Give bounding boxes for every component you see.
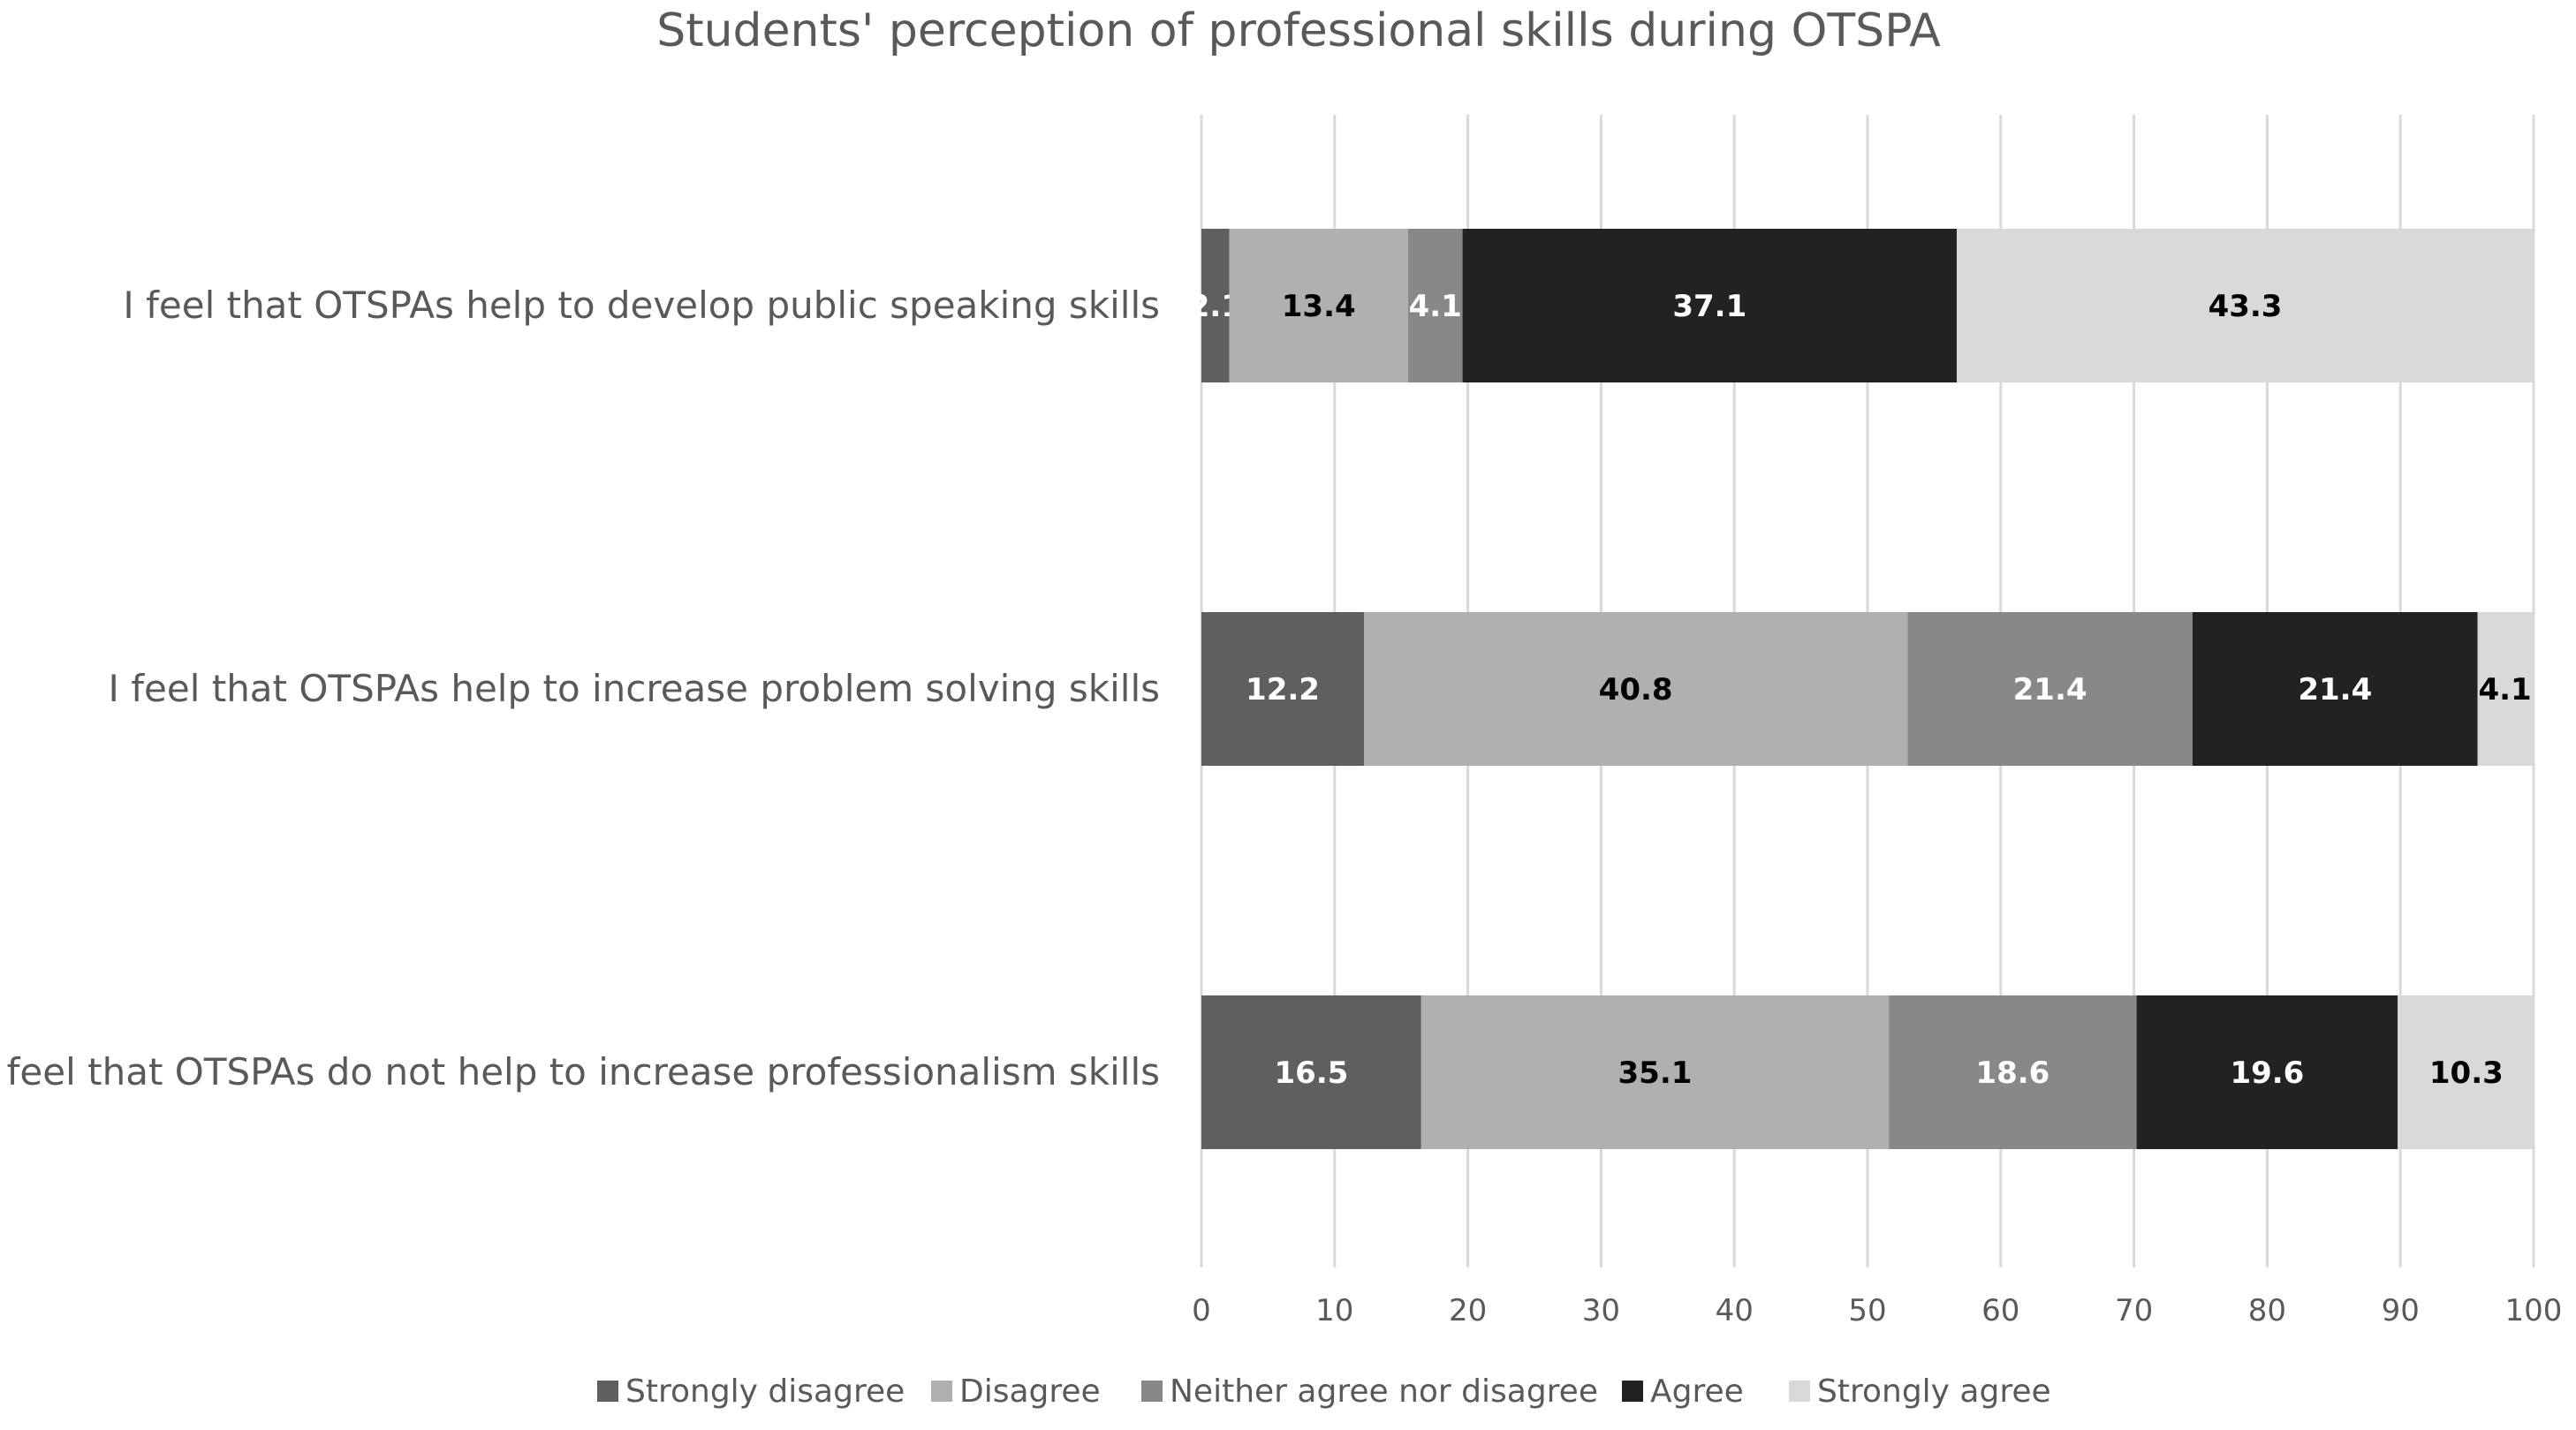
data-label: 21.4 — [2298, 672, 2372, 707]
category-label: I feel that OTSPAs do not help to increa… — [0, 1050, 1160, 1093]
bar-segment — [1229, 229, 1408, 382]
data-label: 40.8 — [1599, 672, 1673, 707]
legend-swatch — [1622, 1381, 1643, 1402]
data-label: 13.4 — [1282, 289, 1356, 324]
data-label: 37.1 — [1672, 289, 1746, 324]
x-tick-label: 50 — [1848, 1293, 1886, 1328]
data-label: 4.1 — [1409, 289, 1462, 324]
data-label: 16.5 — [1274, 1055, 1348, 1091]
category-labels: I feel that OTSPAs help to develop publi… — [0, 284, 1160, 1093]
bar-segment — [1201, 995, 1421, 1149]
bar-segment — [1889, 995, 2137, 1149]
x-axis-ticks: 0 10 20 30 40 50 60 70 80 90 100 — [1192, 1293, 2562, 1328]
legend: Strongly disagree Disagree Neither agree n… — [597, 1373, 2051, 1410]
x-tick-label: 20 — [1449, 1293, 1487, 1328]
legend-label: Disagree — [959, 1373, 1101, 1410]
x-tick-label: 100 — [2505, 1293, 2563, 1328]
category-label: I feel that OTSPAs help to increase prob… — [109, 667, 1161, 710]
data-label: 10.3 — [2429, 1055, 2504, 1091]
legend-swatch — [597, 1381, 618, 1402]
data-label: 18.6 — [1975, 1055, 2049, 1091]
bar-segment — [1201, 229, 1230, 382]
legend-swatch — [931, 1381, 952, 1402]
category-label: I feel that OTSPAs help to develop publi… — [123, 284, 1160, 327]
data-label: 4.1 — [2478, 672, 2531, 707]
bar-segment — [1907, 612, 2193, 766]
legend-label: Neither agree nor disagree — [1170, 1373, 1598, 1410]
x-tick-label: 10 — [1315, 1293, 1353, 1328]
bar-segment — [1201, 612, 1364, 766]
legend-swatch — [1141, 1381, 1163, 1402]
bar-segment — [2136, 995, 2398, 1149]
legend-label: Strongly disagree — [625, 1373, 905, 1410]
data-label: 43.3 — [2209, 289, 2283, 324]
legend-label: Agree — [1650, 1373, 1744, 1410]
x-tick-label: 80 — [2248, 1293, 2286, 1328]
legend-label: Strongly agree — [1817, 1373, 2051, 1410]
bar-segment — [1407, 229, 1463, 382]
chart-title: Students' perception of professional ski… — [656, 4, 1941, 57]
x-tick-label: 90 — [2382, 1293, 2420, 1328]
bars: 2.1 13.4 4.1 37.1 43.312.2 40.8 21.4 21.4 4.116.… — [1189, 229, 2535, 1149]
bar-segment — [1421, 995, 1890, 1149]
bar-segment — [2192, 612, 2478, 766]
bar-segment — [1462, 229, 1958, 382]
x-tick-label: 40 — [1716, 1293, 1754, 1328]
bar-segment — [1363, 612, 1908, 766]
x-tick-label: 70 — [2115, 1293, 2153, 1328]
bar-segment — [1957, 229, 2534, 382]
x-tick-label: 30 — [1582, 1293, 1620, 1328]
x-tick-label: 60 — [1981, 1293, 2019, 1328]
data-label: 21.4 — [2013, 672, 2087, 707]
data-label: 12.2 — [1246, 672, 1320, 707]
data-label: 35.1 — [1618, 1055, 1693, 1091]
data-label: 19.6 — [2230, 1055, 2304, 1091]
x-tick-label: 0 — [1192, 1293, 1211, 1328]
bar-segment — [2477, 612, 2533, 766]
bar-segment — [2398, 995, 2535, 1149]
legend-swatch — [1789, 1381, 1810, 1402]
